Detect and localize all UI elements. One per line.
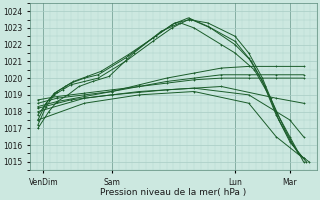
- X-axis label: Pression niveau de la mer( hPa ): Pression niveau de la mer( hPa ): [100, 188, 247, 197]
